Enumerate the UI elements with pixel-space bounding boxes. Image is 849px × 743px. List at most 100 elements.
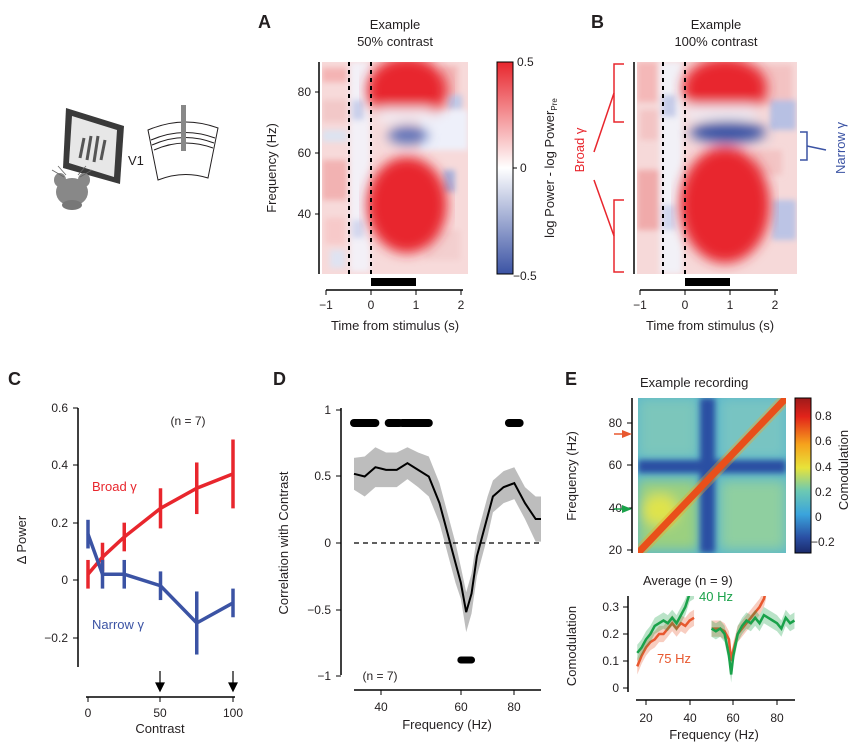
c-y-label: Δ Power	[14, 515, 29, 564]
panel-b-heatmap: −1 0 1 2 Time from stimulus (s)	[633, 62, 797, 333]
x-axis-label: Time from stimulus (s)	[331, 318, 459, 333]
c-series-line-0	[86, 472, 234, 576]
svg-text:60: 60	[726, 711, 740, 725]
panel-b-title-line2: 100% contrast	[674, 34, 757, 49]
svg-text:80: 80	[507, 700, 521, 714]
svg-text:0.2: 0.2	[815, 485, 832, 499]
xtick-1: 1	[413, 298, 420, 312]
colorbar-label: log Power - log Power	[542, 110, 557, 238]
stimulus-bar	[685, 278, 730, 286]
svg-text:0: 0	[85, 706, 92, 720]
panel-letter-c: C	[8, 369, 21, 389]
svg-text:0.1: 0.1	[602, 654, 619, 668]
panel-a: A Example 50% contrast	[258, 12, 559, 333]
e-label-40hz: 40 Hz	[699, 589, 733, 604]
stimulus-bar	[371, 278, 416, 286]
panel-a-title-line2: 50% contrast	[357, 34, 433, 49]
panel-letter-b: B	[591, 12, 604, 32]
svg-text:40: 40	[374, 700, 388, 714]
ytick-60: 60	[298, 146, 312, 160]
e-avg-band	[711, 607, 795, 683]
svg-text:0.4: 0.4	[51, 458, 68, 472]
c-broad-label: Broad γ	[92, 479, 137, 494]
mouse-icon	[51, 165, 93, 210]
c-series-line-1	[86, 533, 234, 626]
svg-text:−1: −1	[633, 298, 647, 312]
e-arrow-40	[614, 505, 632, 513]
svg-text:−1: −1	[317, 669, 331, 683]
svg-text:0.2: 0.2	[51, 516, 68, 530]
svg-text:0.8: 0.8	[815, 409, 832, 423]
svg-text:0: 0	[61, 573, 68, 587]
colorbar-e-label: Comodulation	[836, 430, 849, 510]
panel-e: E Example recording	[564, 369, 849, 742]
svg-text:2: 2	[772, 298, 779, 312]
e-avg-plot-area	[636, 596, 796, 683]
svg-text:20: 20	[609, 543, 623, 557]
svg-text:0.3: 0.3	[602, 600, 619, 614]
svg-text:log Power - log PowerPre: log Power - log PowerPre	[542, 98, 559, 238]
panel-b-title-line1: Example	[691, 17, 742, 32]
colorbar-tick-mid: 0	[520, 161, 527, 175]
colorbar-label-sub: Pre	[550, 98, 559, 111]
c-x-label: Contrast	[135, 721, 185, 736]
d-plot-area	[350, 419, 541, 664]
svg-text:40: 40	[683, 711, 697, 725]
svg-text:80: 80	[609, 416, 623, 430]
e-title: Example recording	[640, 375, 748, 390]
broad-gamma-label: Broad γ	[572, 127, 587, 172]
colorbar-a: 0.5 0 −0.5 log Power - log PowerPre	[496, 55, 559, 283]
x-axis-label: Time from stimulus (s)	[646, 318, 774, 333]
cortex-probe-icon	[147, 105, 219, 181]
svg-text:1: 1	[727, 298, 734, 312]
panel-letter-e: E	[565, 369, 577, 389]
svg-text:80: 80	[770, 711, 784, 725]
d-confidence-band	[354, 447, 541, 633]
e-diagonal	[638, 398, 786, 553]
svg-text:60: 60	[454, 700, 468, 714]
c-narrow-label: Narrow γ	[92, 617, 145, 632]
monitor-icon	[63, 108, 124, 184]
v1-label: V1	[128, 153, 144, 168]
svg-text:0.4: 0.4	[815, 460, 832, 474]
colorbar-tick-bottom: −0.5	[513, 269, 537, 283]
svg-text:0: 0	[324, 536, 331, 550]
e-avg-y-label: Comodulation	[564, 606, 579, 686]
ytick-80: 80	[298, 85, 312, 99]
e-avg-band	[637, 596, 695, 661]
svg-text:0: 0	[612, 681, 619, 695]
panel-letter-a: A	[258, 12, 271, 32]
panel-b: B Example 100% contrast	[572, 12, 848, 333]
e-avg-title: Average (n = 9)	[643, 573, 733, 588]
panel-a-title-line1: Example	[370, 17, 421, 32]
svg-text:0: 0	[682, 298, 689, 312]
svg-text:0.5: 0.5	[314, 469, 331, 483]
svg-text:50: 50	[153, 706, 167, 720]
narrow-gamma-label: Narrow γ	[833, 122, 848, 175]
narrow-gamma-bracket	[800, 131, 827, 161]
svg-text:40: 40	[609, 501, 623, 515]
xtick-2: 2	[458, 298, 465, 312]
svg-text:0.6: 0.6	[51, 401, 68, 415]
svg-text:0.6: 0.6	[815, 434, 832, 448]
d-y-label: Correlation with Contrast	[276, 471, 291, 614]
d-mean-line	[353, 462, 541, 613]
y-axis-label: Frequency (Hz)	[264, 123, 279, 213]
e-arrow-75	[614, 430, 632, 438]
svg-text:−0.5: −0.5	[307, 603, 331, 617]
e-avg-line-75Hz	[636, 616, 695, 667]
e-avg-line-40Hz	[710, 613, 796, 675]
e-avg-line-40Hz	[636, 596, 691, 654]
svg-text:−0.2: −0.2	[811, 535, 835, 549]
e-avg-x-label: Frequency (Hz)	[669, 727, 759, 742]
grating-icon	[78, 135, 107, 163]
schematic: V1	[51, 105, 219, 210]
c-plot-area	[86, 439, 235, 655]
svg-text:1: 1	[324, 403, 331, 417]
d-n-label: (n = 7)	[362, 669, 397, 683]
e-y-label: Frequency (Hz)	[564, 431, 579, 521]
xtick-neg1: −1	[319, 298, 333, 312]
svg-text:60: 60	[609, 458, 623, 472]
y-ticks	[315, 91, 319, 215]
